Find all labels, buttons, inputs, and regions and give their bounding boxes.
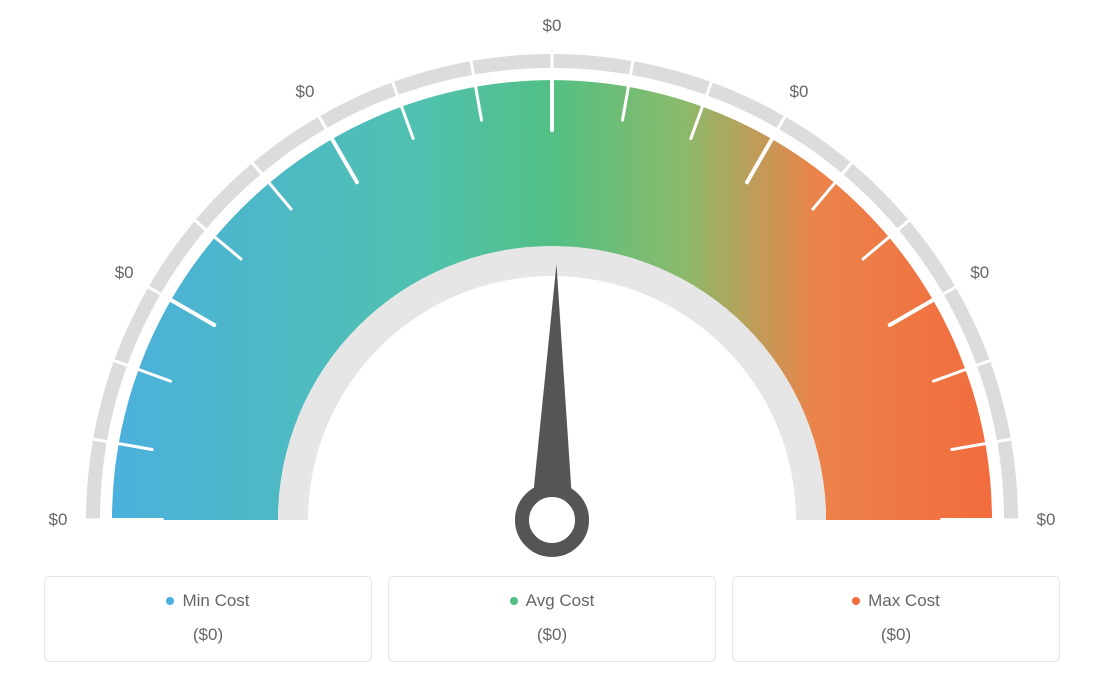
gauge-tick-label: $0 [1037,510,1056,530]
legend-dot-max [852,597,860,605]
legend-dot-min [166,597,174,605]
legend-label-min: Min Cost [182,591,249,611]
legend-value-min: ($0) [45,625,371,645]
gauge-svg [52,0,1052,580]
gauge-tick-label: $0 [49,510,68,530]
gauge: $0$0$0$0$0$0$0 [52,0,1052,560]
gauge-tick-label: $0 [790,82,809,102]
legend-title-max: Max Cost [852,591,940,611]
legend-row: Min Cost ($0) Avg Cost ($0) Max Cost ($0… [44,576,1060,662]
legend-label-max: Max Cost [868,591,940,611]
legend-title-min: Min Cost [166,591,249,611]
gauge-tick-label: $0 [970,263,989,283]
gauge-tick-label: $0 [543,16,562,36]
gauge-tick-label: $0 [115,263,134,283]
legend-value-max: ($0) [733,625,1059,645]
legend-dot-avg [510,597,518,605]
legend-title-avg: Avg Cost [510,591,595,611]
legend-card-min: Min Cost ($0) [44,576,372,662]
gauge-tick-label: $0 [296,82,315,102]
legend-card-max: Max Cost ($0) [732,576,1060,662]
legend-card-avg: Avg Cost ($0) [388,576,716,662]
chart-container: $0 $0 $0 $0 $0 $0 $0 Min Cost ($0) Avg Cost ($… [0,0,1104,690]
legend-label-avg: Avg Cost [526,591,595,611]
legend-value-avg: ($0) [389,625,715,645]
